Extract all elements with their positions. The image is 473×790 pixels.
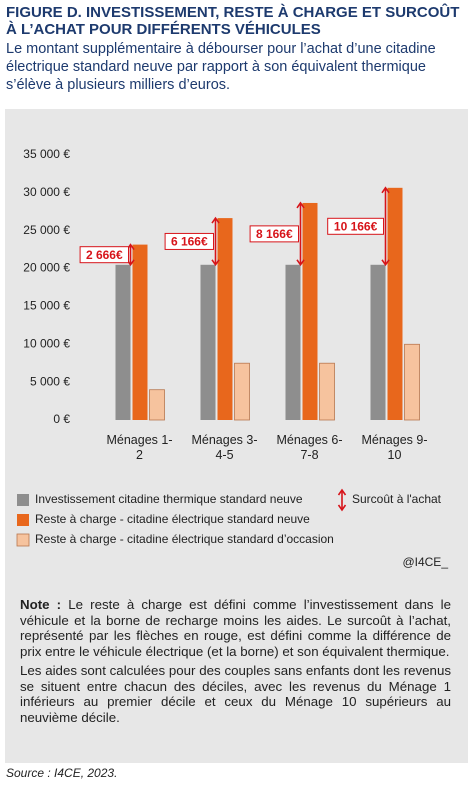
y-tick-label: 15 000 € (23, 299, 70, 313)
value-label-box (327, 217, 385, 235)
x-tick-label: Ménages 1-2 (106, 433, 173, 462)
bar (234, 362, 250, 421)
x-tick-label: Ménages 9-10 (361, 433, 428, 462)
y-tick-label: 30 000 € (23, 185, 70, 199)
bar (302, 202, 318, 420)
source: Source : I4CE, 2023. (6, 766, 118, 780)
note-label: Note : (20, 597, 62, 612)
legend-swatch (17, 494, 29, 506)
chart-subtitle: Le montant supplémentaire à débourser po… (6, 41, 436, 93)
legend-label: Reste à charge - citadine électrique sta… (35, 512, 310, 526)
y-tick-label: 35 000 € (23, 147, 70, 161)
bar (200, 264, 216, 420)
chart-title: FIGURE D. INVESTISSEMENT, RESTE À CHARGE… (6, 4, 460, 38)
arrow-head (381, 186, 390, 194)
bar (149, 389, 165, 421)
bar (115, 264, 131, 420)
legend-label: Investissement citadine thermique standa… (35, 492, 303, 506)
value-label-box (164, 232, 215, 250)
y-tick-label: 10 000 € (23, 336, 70, 350)
arrow-head (296, 201, 305, 209)
bar (217, 218, 233, 420)
bar (370, 264, 386, 420)
arrow-head (296, 259, 305, 267)
bar (319, 362, 335, 421)
value-label-box (249, 225, 300, 243)
x-tick-label: Ménages 3-4-5 (191, 433, 258, 462)
bar (387, 187, 403, 420)
legend-label: Reste à charge - citadine électrique sta… (35, 532, 334, 546)
arrow-head (337, 504, 347, 512)
legend-swatch (17, 514, 29, 526)
y-tick-label: 5 000 € (30, 374, 70, 388)
note-paragraph: Les aides sont calculées pour des couple… (20, 663, 451, 725)
value-label: 8 166€ (256, 227, 293, 241)
value-label: 6 166€ (171, 235, 208, 249)
value-label-box (79, 246, 129, 264)
bar (132, 244, 148, 420)
credit: @I4CE_ (402, 555, 448, 569)
y-tick-label: 20 000 € (23, 261, 70, 275)
note-paragraph: Note : Le reste à charge est défini comm… (20, 597, 451, 659)
y-tick-label: 0 € (53, 412, 70, 426)
x-tick-label: Ménages 6-7-8 (276, 433, 343, 462)
note: Note : Le reste à charge est défini comm… (20, 597, 451, 729)
bar (285, 264, 301, 420)
arrow-head (211, 259, 220, 267)
arrow-head (381, 259, 390, 267)
value-label: 10 166€ (334, 219, 378, 233)
legend-label: Surcoût à l'achat (352, 492, 442, 506)
arrow-head (337, 488, 347, 496)
note-text: Le reste à charge est défini comme l’inv… (20, 597, 451, 659)
bar (404, 343, 420, 421)
legend-swatch (16, 533, 30, 547)
arrow-head (211, 216, 220, 224)
y-tick-label: 25 000 € (23, 223, 70, 237)
value-label: 2 666€ (86, 248, 123, 262)
